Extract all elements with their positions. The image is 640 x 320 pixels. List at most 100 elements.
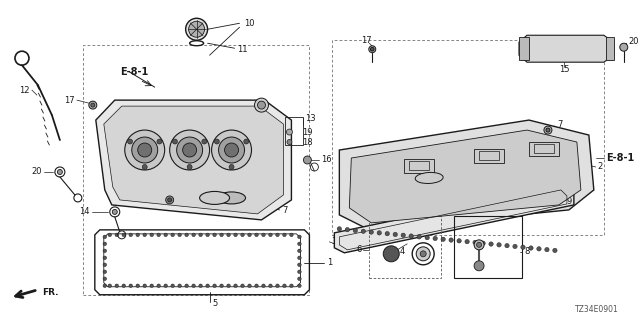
Circle shape [298, 263, 301, 267]
Text: 12: 12 [19, 86, 30, 95]
Circle shape [473, 240, 477, 244]
Bar [454, 216, 522, 278]
Circle shape [58, 170, 62, 174]
Text: 14: 14 [79, 207, 90, 216]
Circle shape [417, 235, 421, 239]
Circle shape [298, 277, 301, 281]
Circle shape [112, 209, 117, 214]
Circle shape [409, 234, 413, 238]
Circle shape [185, 284, 188, 288]
Circle shape [545, 247, 549, 252]
Circle shape [262, 233, 266, 237]
Bar [479, 151, 499, 160]
Text: 13: 13 [305, 114, 316, 123]
Circle shape [298, 242, 301, 246]
Circle shape [171, 284, 175, 288]
Circle shape [227, 284, 230, 288]
Circle shape [136, 233, 140, 237]
Circle shape [513, 244, 517, 249]
Circle shape [157, 284, 161, 288]
Circle shape [465, 239, 469, 244]
Text: E-8-1: E-8-1 [606, 153, 634, 163]
Text: 5: 5 [212, 299, 218, 308]
Circle shape [298, 249, 301, 252]
Circle shape [127, 139, 132, 144]
Circle shape [276, 233, 279, 237]
Bar [369, 216, 441, 278]
Bar [404, 159, 434, 173]
Circle shape [143, 284, 147, 288]
Ellipse shape [218, 192, 246, 204]
Bar [409, 161, 429, 170]
Circle shape [122, 233, 125, 237]
Circle shape [178, 284, 182, 288]
Circle shape [553, 248, 557, 252]
Text: 4: 4 [399, 247, 404, 256]
Circle shape [241, 284, 244, 288]
Circle shape [227, 233, 230, 237]
Circle shape [505, 244, 509, 248]
Circle shape [212, 284, 216, 288]
Circle shape [546, 128, 550, 132]
Circle shape [129, 233, 132, 237]
Text: 6: 6 [356, 245, 362, 254]
Circle shape [298, 284, 301, 288]
Circle shape [257, 101, 266, 109]
Circle shape [172, 139, 177, 144]
Circle shape [212, 233, 216, 237]
Circle shape [186, 18, 207, 40]
Circle shape [497, 243, 501, 247]
Circle shape [377, 231, 381, 235]
Circle shape [150, 233, 154, 237]
Text: 20: 20 [31, 167, 42, 176]
Circle shape [157, 139, 162, 144]
Circle shape [248, 233, 252, 237]
Circle shape [189, 21, 205, 37]
Circle shape [248, 284, 252, 288]
Circle shape [206, 284, 209, 288]
Circle shape [287, 140, 292, 145]
Text: 18: 18 [303, 138, 313, 147]
Circle shape [481, 241, 485, 245]
Circle shape [202, 139, 207, 144]
Circle shape [166, 196, 173, 204]
Text: 9: 9 [567, 197, 572, 206]
Circle shape [234, 233, 237, 237]
Circle shape [199, 233, 202, 237]
Circle shape [177, 137, 203, 163]
Circle shape [283, 233, 286, 237]
Circle shape [142, 164, 147, 170]
Circle shape [164, 284, 168, 288]
Circle shape [269, 233, 272, 237]
Text: 19: 19 [303, 128, 313, 137]
Circle shape [220, 233, 223, 237]
Circle shape [182, 143, 196, 157]
Circle shape [103, 263, 107, 267]
Circle shape [420, 251, 426, 257]
Circle shape [298, 256, 301, 260]
Circle shape [449, 238, 453, 242]
Text: 1: 1 [328, 258, 333, 267]
Circle shape [103, 242, 107, 246]
Circle shape [234, 284, 237, 288]
Text: 17: 17 [361, 36, 372, 45]
Circle shape [537, 247, 541, 251]
Polygon shape [519, 35, 614, 62]
Circle shape [345, 228, 349, 232]
Circle shape [212, 130, 252, 170]
Bar [534, 144, 554, 153]
Circle shape [171, 233, 175, 237]
Circle shape [103, 284, 107, 288]
Circle shape [129, 284, 132, 288]
Circle shape [115, 284, 118, 288]
Text: 3: 3 [332, 237, 337, 246]
Circle shape [192, 284, 195, 288]
Circle shape [255, 98, 268, 112]
Circle shape [150, 284, 154, 288]
Circle shape [369, 46, 376, 53]
Circle shape [187, 164, 192, 170]
Text: 2: 2 [598, 163, 603, 172]
Circle shape [125, 130, 164, 170]
Circle shape [255, 233, 259, 237]
Circle shape [433, 236, 437, 241]
